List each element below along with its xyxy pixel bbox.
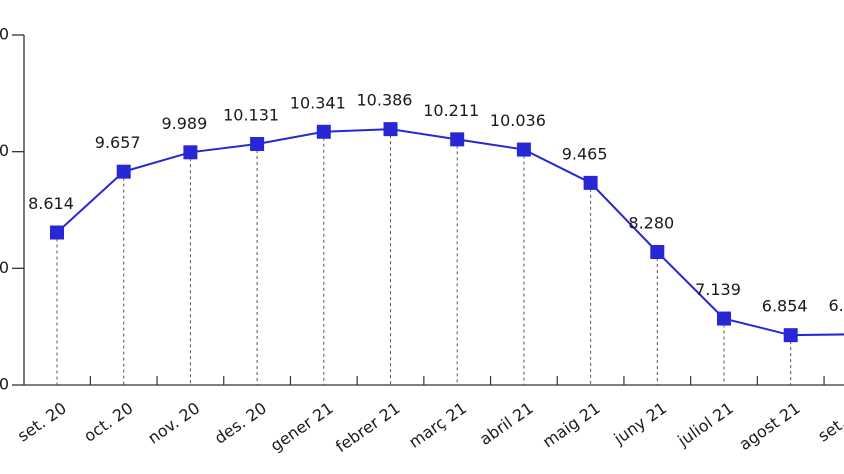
- x-tick-label: gener 21: [267, 398, 337, 455]
- marker: [183, 145, 198, 160]
- x-tick-label: des. 20: [211, 398, 270, 447]
- marker: [783, 328, 798, 343]
- value-label: 6.854: [762, 297, 808, 316]
- x-tick-label: febrer 21: [332, 398, 403, 456]
- marker: [516, 142, 531, 157]
- x-tick-label: maig 21: [539, 398, 604, 451]
- x-tick-label: març 21: [405, 398, 470, 451]
- marker: [116, 164, 131, 179]
- marker: [50, 225, 64, 240]
- x-tick-label: agost 21: [735, 398, 803, 454]
- value-label: 10.036: [490, 111, 546, 130]
- marker: [383, 122, 398, 137]
- y-tick-label: 12.000: [0, 25, 9, 44]
- value-label: 10.211: [423, 101, 479, 120]
- x-tick-label: set. 21: [814, 398, 844, 445]
- x-tick-label: abril 21: [476, 398, 537, 448]
- x-tick-label: set. 20: [14, 398, 70, 445]
- marker: [316, 124, 331, 139]
- x-tick-label: juliol 21: [673, 398, 736, 450]
- y-tick-label: 8.000: [0, 258, 9, 277]
- value-label: 7.139: [695, 280, 741, 299]
- value-label: 10.386: [357, 91, 413, 110]
- value-label: 9.657: [95, 133, 141, 152]
- x-tick-label: juny 21: [610, 398, 671, 448]
- value-label: 10.341: [290, 93, 346, 112]
- marker: [583, 175, 598, 190]
- series-line: [56, 128, 844, 337]
- marker: [650, 245, 665, 259]
- value-label: 8.614: [28, 194, 74, 213]
- x-tick-label: nov. 20: [144, 398, 203, 447]
- value-label: 6.870: [828, 296, 844, 315]
- value-label: 8.280: [628, 214, 674, 233]
- value-label: 9.465: [562, 144, 608, 163]
- marker: [717, 311, 731, 326]
- value-label: 9.989: [161, 114, 207, 133]
- x-tick-label: oct. 20: [80, 398, 136, 445]
- y-tick-label: 6.000: [0, 375, 9, 394]
- marker: [450, 132, 465, 147]
- y-tick-label: 10.000: [0, 141, 9, 160]
- value-label: 10.131: [223, 106, 279, 125]
- marker: [250, 137, 265, 152]
